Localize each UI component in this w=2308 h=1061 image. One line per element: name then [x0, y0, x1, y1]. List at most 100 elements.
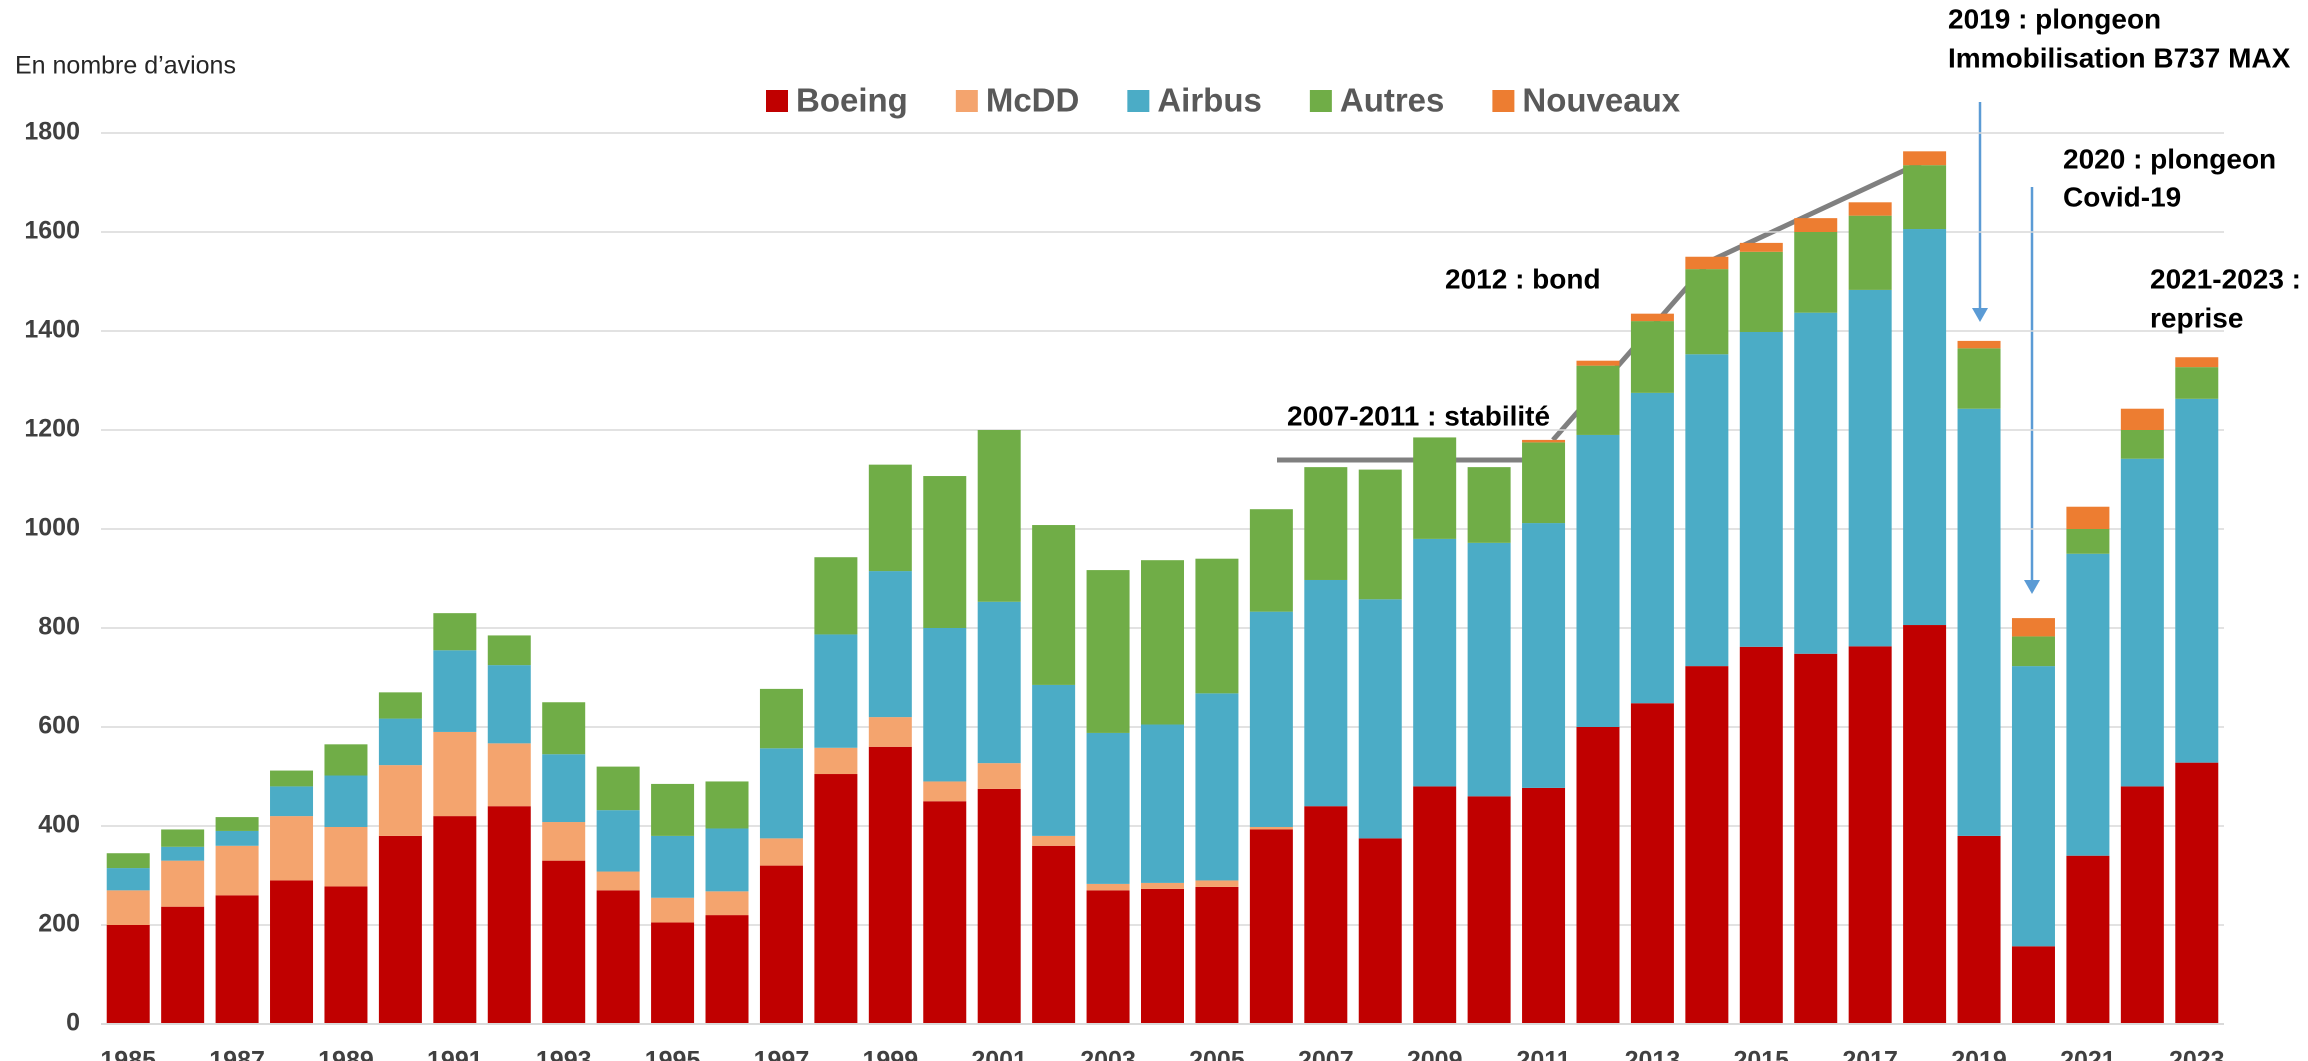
x-tick-label: 1997 [754, 1047, 810, 1061]
bar-segment [2066, 529, 2110, 554]
bar-segment [1685, 269, 1729, 355]
annotation: 2007-2011 : stabilité [1287, 400, 1550, 431]
bar-segment [1903, 229, 1947, 626]
bar-segment [1903, 625, 1947, 1024]
bar-segment [1957, 835, 2001, 1024]
legend-swatch [1492, 90, 1515, 112]
bar-segment [2175, 367, 2219, 399]
bar-segment [1957, 340, 2001, 349]
bar-segment [2120, 408, 2164, 430]
bar-segment [1086, 570, 1130, 733]
bar-segment [596, 871, 640, 891]
annotation: Covid-19 [2063, 181, 2181, 212]
bar-segment [1522, 523, 1566, 788]
bar-segment [487, 665, 531, 744]
annotation: 2020 : plongeon [2063, 143, 2276, 174]
bar-segment [1032, 525, 1076, 685]
bar-segment [542, 822, 586, 861]
bar-segment [1141, 724, 1184, 883]
x-tick-label: 2013 [1625, 1047, 1681, 1061]
bar-segment [378, 718, 422, 766]
bar-segment [2066, 506, 2110, 529]
x-tick-label: 1989 [318, 1047, 374, 1061]
bar-segment [324, 744, 368, 776]
bar-segment [1630, 392, 1674, 704]
bar-segment [2175, 762, 2219, 1024]
x-tick-label: 1987 [209, 1047, 265, 1061]
bar-segment [1032, 684, 1076, 836]
bar-segment [1957, 408, 2001, 836]
bar-segment [270, 770, 314, 787]
bar-segment [161, 906, 205, 1024]
bar-segment [1903, 151, 1947, 166]
x-tick-label: 1985 [100, 1047, 156, 1061]
bar-segment [378, 835, 422, 1024]
bar-segment [542, 754, 586, 823]
bar-segment [651, 897, 695, 923]
bar-segment [487, 743, 531, 807]
x-tick-label: 2017 [1842, 1047, 1898, 1061]
bar-segment [1358, 599, 1402, 839]
x-tick-label: 2003 [1080, 1047, 1136, 1061]
bar-segment [161, 829, 205, 847]
bar-segment [1304, 467, 1348, 580]
annotation: 2021-2023 : [2150, 263, 2301, 294]
bar-segment [923, 781, 967, 802]
bar-segment [1032, 835, 1076, 846]
bar-segment [977, 430, 1021, 602]
legend-label: Nouveaux [1522, 82, 1680, 119]
bar-segment [1739, 251, 1783, 332]
bar-segment [542, 860, 586, 1024]
bar-segment [270, 786, 314, 817]
bar-segment [378, 765, 422, 836]
bar-segment [814, 747, 858, 775]
bar-segment [1903, 165, 1947, 230]
bar-segment [433, 731, 477, 817]
bar-segment [1630, 313, 1674, 322]
x-tick-label: 2001 [971, 1047, 1027, 1061]
bar-segment [1467, 467, 1511, 543]
y-tick-label: 1600 [24, 217, 80, 245]
x-tick-label: 1999 [863, 1047, 919, 1061]
x-tick-label: 2009 [1407, 1047, 1463, 1061]
bar-segment [1630, 703, 1674, 1024]
y-tick-label: 600 [38, 712, 80, 740]
bar-segment [2175, 357, 2219, 368]
y-tick-label: 0 [66, 1009, 80, 1037]
bar-segment [1413, 538, 1457, 787]
bar-segment [1848, 646, 1892, 1024]
x-tick-label: 2005 [1189, 1047, 1245, 1061]
bar-segment [1249, 826, 1293, 830]
x-tick-label: 1995 [645, 1047, 701, 1061]
bar-segment [2011, 666, 2055, 947]
bar-segment [977, 763, 1021, 789]
bar-segment [868, 571, 912, 718]
bar-segment [759, 748, 803, 839]
bar-segment [1086, 883, 1130, 891]
bar-segment [1685, 666, 1729, 1024]
bar-segment [433, 613, 477, 651]
bar-segment [705, 781, 749, 829]
arrow-head [2024, 580, 2040, 594]
bar-segment [814, 774, 858, 1024]
bar-segment [868, 746, 912, 1024]
bar-segment [1413, 437, 1457, 539]
bar-segment [270, 880, 314, 1024]
bar-segment [759, 688, 803, 749]
bar-segment [596, 766, 640, 811]
bar-segment [1358, 469, 1402, 600]
bar-segment [868, 717, 912, 747]
bar-segment [1794, 232, 1838, 313]
bar-segment [1739, 646, 1783, 1024]
bar-segment [705, 891, 749, 916]
bar-segment [215, 845, 259, 896]
legend-label: McDD [986, 82, 1080, 119]
y-tick-label: 1800 [24, 118, 80, 146]
bar-segment [977, 601, 1021, 764]
bar-segment [759, 865, 803, 1024]
arrow-head [1972, 308, 1988, 322]
bar-segment [814, 634, 858, 748]
bar-segment [433, 650, 477, 732]
bar-segment [2175, 398, 2219, 763]
bar-segment [215, 895, 259, 1024]
